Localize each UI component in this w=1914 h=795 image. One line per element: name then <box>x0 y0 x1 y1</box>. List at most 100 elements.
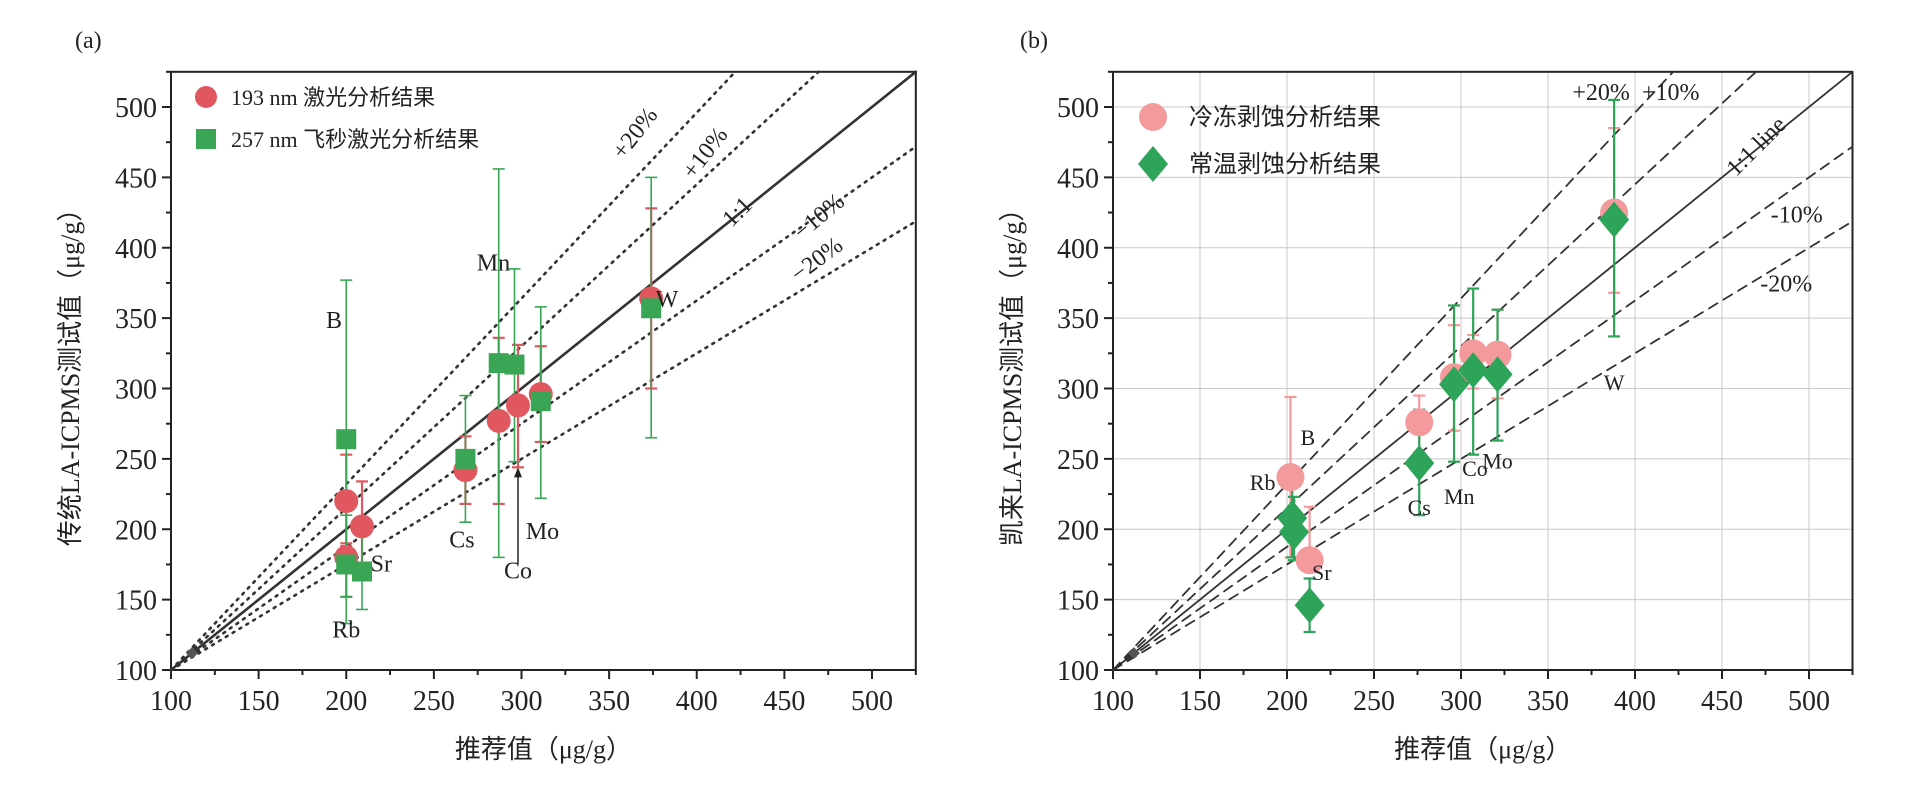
x-tick-label: 100 <box>150 686 192 717</box>
reference-line <box>169 220 918 672</box>
panel-label: (a) <box>75 28 102 54</box>
element-label: Mo <box>526 519 559 545</box>
data-point-square <box>352 561 373 582</box>
y-tick-label: 300 <box>115 375 157 406</box>
reference-line-label: -10% <box>1771 202 1823 228</box>
x-tick-label: 400 <box>676 686 718 717</box>
x-tick-label: 300 <box>501 686 543 717</box>
y-tick-label: 200 <box>115 515 157 546</box>
y-axis-label: 凯来LA-ICPMS测试值（μg/g） <box>998 196 1027 547</box>
data-point-diamond <box>1482 356 1513 393</box>
x-tick-label: 300 <box>1440 686 1482 717</box>
y-tick-label: 500 <box>1057 93 1099 124</box>
data-point-square <box>530 391 551 412</box>
x-tick-label: 400 <box>1614 686 1656 717</box>
reference-line-label: −10% <box>789 188 850 245</box>
data-point-diamond <box>1294 587 1325 624</box>
data-point-square <box>488 353 509 374</box>
y-tick-label: 350 <box>115 304 157 335</box>
x-tick-label: 500 <box>1788 686 1830 717</box>
x-tick-label: 500 <box>851 686 893 717</box>
legend-marker-diamond <box>1138 146 1168 182</box>
y-tick-label: 400 <box>1057 234 1099 265</box>
data-point-circle <box>1276 463 1305 492</box>
data-point-square <box>641 298 662 319</box>
y-tick-label: 450 <box>1057 163 1099 194</box>
y-tick-label: 500 <box>115 93 157 124</box>
data-point-circle <box>334 489 359 514</box>
legend-label: 257 nm 飞秒激光分析结果 <box>231 127 479 152</box>
y-tick-label: 400 <box>115 234 157 265</box>
data-point-square <box>336 554 357 575</box>
data-point-circle <box>486 408 511 433</box>
reference-line <box>169 70 918 672</box>
reference-line-label: -20% <box>1760 271 1812 297</box>
element-label: W <box>1604 370 1625 395</box>
reference-line <box>1112 220 1854 671</box>
element-label: Sr <box>1312 560 1332 585</box>
x-tick-label: 250 <box>413 686 455 717</box>
reference-line-label: +20% <box>1572 80 1630 106</box>
reference-line-label: 1:1 line <box>1722 112 1792 182</box>
data-point-diamond <box>1278 514 1309 551</box>
x-tick-label: 100 <box>1092 686 1134 717</box>
data-point-circle <box>350 514 375 539</box>
reference-line <box>1112 70 1675 671</box>
plot-frame <box>170 70 917 671</box>
y-tick-label: 200 <box>1057 515 1099 546</box>
origin-marker <box>186 647 199 660</box>
data-point-circle <box>1483 340 1512 369</box>
legend-marker-circle <box>195 86 217 108</box>
x-axis-label: 推荐值（μg/g） <box>455 735 632 764</box>
data-point-circle <box>505 393 530 418</box>
data-point-diamond <box>1404 445 1435 482</box>
x-axis-label: 推荐值（μg/g） <box>1394 735 1571 764</box>
element-label: Co <box>1462 456 1488 481</box>
element-label: B <box>326 308 342 334</box>
reference-line <box>1112 70 1757 671</box>
reference-line <box>169 70 737 672</box>
y-tick-label: 100 <box>115 656 157 687</box>
y-tick-label: 150 <box>115 586 157 617</box>
element-label: Cs <box>449 528 474 554</box>
data-point-diamond <box>1599 201 1630 238</box>
x-tick-label: 200 <box>325 686 367 717</box>
element-label: Mo <box>1482 449 1513 474</box>
x-tick-label: 200 <box>1266 686 1308 717</box>
x-tick-label: 350 <box>1527 686 1569 717</box>
data-point-circle <box>1405 408 1434 437</box>
data-point-diamond <box>1439 366 1470 403</box>
x-tick-label: 150 <box>238 686 280 717</box>
co-arrow-head <box>513 467 522 478</box>
panel-label: (b) <box>1020 28 1048 54</box>
element-label: Mn <box>1444 484 1475 509</box>
x-tick-label: 450 <box>763 686 805 717</box>
data-point-diamond <box>1458 352 1489 389</box>
element-label: Mn <box>477 250 510 276</box>
reference-line <box>1112 145 1854 671</box>
x-tick-label: 250 <box>1353 686 1395 717</box>
element-label: Cs <box>1408 495 1431 520</box>
reference-line-label: +10% <box>1642 80 1700 106</box>
origin-marker <box>1127 647 1140 660</box>
reference-line-label: −20% <box>786 232 848 287</box>
element-label: Rb <box>332 618 360 644</box>
element-label: Sr <box>371 551 392 577</box>
x-tick-label: 450 <box>1701 686 1743 717</box>
plot-frame <box>1112 70 1854 671</box>
data-point-square <box>504 354 525 375</box>
legend-marker-square <box>196 129 216 149</box>
y-tick-label: 250 <box>1057 445 1099 476</box>
data-point-circle <box>1295 546 1324 575</box>
data-point-square <box>455 448 476 469</box>
legend-label: 193 nm 激光分析结果 <box>231 85 435 110</box>
reference-line-label: +20% <box>607 103 663 164</box>
legend-label: 常温剥蚀分析结果 <box>1189 151 1381 178</box>
x-tick-label: 350 <box>588 686 630 717</box>
y-tick-label: 100 <box>1057 656 1099 687</box>
y-axis-label: 传统LA-ICPMS测试值（μg/g） <box>56 196 85 547</box>
y-tick-label: 450 <box>115 163 157 194</box>
y-tick-label: 350 <box>1057 304 1099 335</box>
